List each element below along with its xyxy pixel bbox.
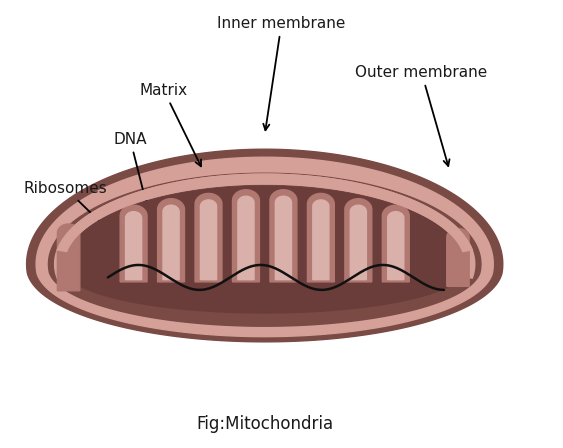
Polygon shape xyxy=(447,228,469,286)
Polygon shape xyxy=(350,205,367,280)
Polygon shape xyxy=(345,199,372,282)
Polygon shape xyxy=(233,190,260,282)
Text: Fig:Mitochondria: Fig:Mitochondria xyxy=(196,415,333,433)
Polygon shape xyxy=(120,205,147,282)
Polygon shape xyxy=(307,194,334,282)
Polygon shape xyxy=(57,174,472,251)
Polygon shape xyxy=(66,186,463,313)
Polygon shape xyxy=(26,149,503,342)
Polygon shape xyxy=(126,211,142,280)
Polygon shape xyxy=(163,205,179,280)
Polygon shape xyxy=(55,250,66,278)
Polygon shape xyxy=(463,250,475,278)
Polygon shape xyxy=(382,205,409,282)
Polygon shape xyxy=(200,200,217,280)
Polygon shape xyxy=(238,196,254,280)
Text: Outer membrane: Outer membrane xyxy=(355,65,488,166)
Polygon shape xyxy=(48,173,481,326)
Text: Ribosomes: Ribosomes xyxy=(24,181,108,221)
Text: Matrix: Matrix xyxy=(140,83,201,166)
Polygon shape xyxy=(57,174,472,251)
Polygon shape xyxy=(313,200,329,280)
Polygon shape xyxy=(158,199,185,282)
Polygon shape xyxy=(275,196,292,280)
Polygon shape xyxy=(270,190,297,282)
Polygon shape xyxy=(195,194,222,282)
Text: Inner membrane: Inner membrane xyxy=(217,16,346,130)
Polygon shape xyxy=(57,224,80,291)
Text: DNA: DNA xyxy=(113,132,148,202)
Polygon shape xyxy=(36,157,493,336)
Polygon shape xyxy=(388,211,404,280)
